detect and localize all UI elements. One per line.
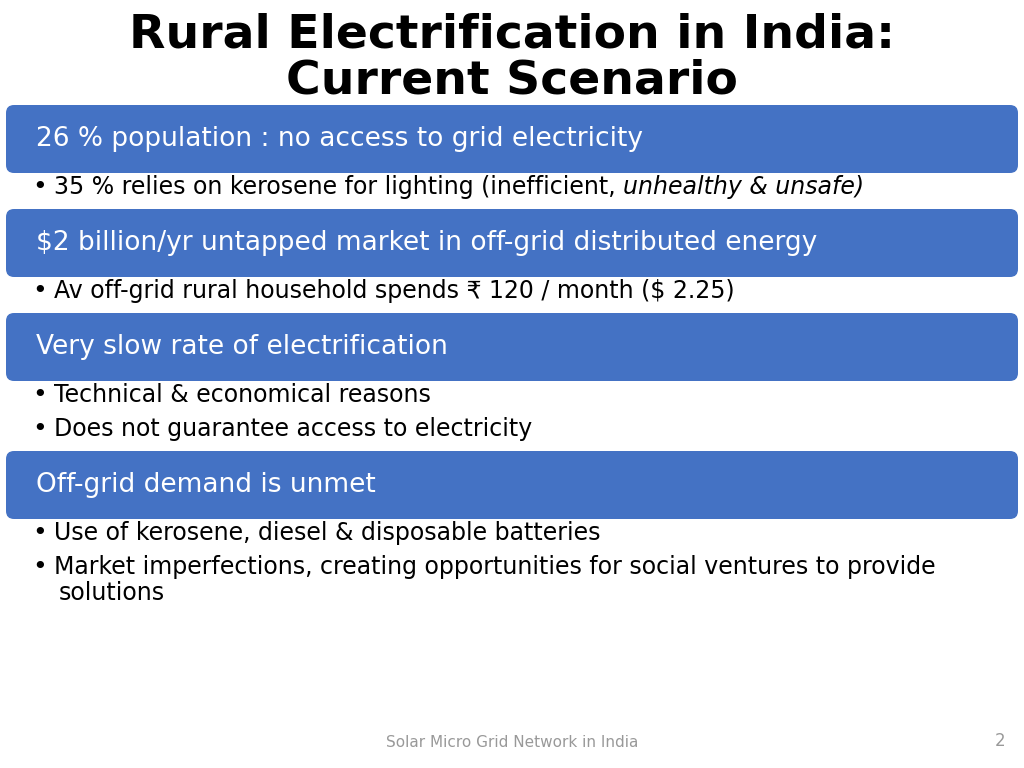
Text: Current Scenario: Current Scenario: [286, 58, 738, 103]
Text: Very slow rate of electrification: Very slow rate of electrification: [36, 334, 447, 360]
Text: •: •: [32, 417, 47, 441]
Text: Av off-grid rural household spends ₹ 120 / month ($ 2.25): Av off-grid rural household spends ₹ 120…: [54, 279, 734, 303]
Text: Solar Micro Grid Network in India: Solar Micro Grid Network in India: [386, 735, 638, 750]
Text: •: •: [32, 383, 47, 407]
Text: •: •: [32, 279, 47, 303]
Text: Market imperfections, creating opportunities for social ventures to provide: Market imperfections, creating opportuni…: [54, 555, 936, 579]
Text: •: •: [32, 175, 47, 199]
FancyBboxPatch shape: [6, 313, 1018, 381]
Text: Technical & economical reasons: Technical & economical reasons: [54, 383, 431, 407]
FancyBboxPatch shape: [6, 209, 1018, 277]
Text: 2: 2: [994, 732, 1005, 750]
Text: Off-grid demand is unmet: Off-grid demand is unmet: [36, 472, 376, 498]
Text: 26 % population : no access to grid electricity: 26 % population : no access to grid elec…: [36, 126, 643, 152]
Text: •: •: [32, 521, 47, 545]
Text: Rural Electrification in India:: Rural Electrification in India:: [129, 13, 895, 58]
Text: 35 % relies on kerosene for lighting (inefficient,: 35 % relies on kerosene for lighting (in…: [54, 175, 624, 199]
Text: solutions: solutions: [59, 581, 165, 605]
Text: unhealthy & unsafe): unhealthy & unsafe): [624, 175, 864, 199]
Text: •: •: [32, 555, 47, 579]
FancyBboxPatch shape: [6, 451, 1018, 519]
FancyBboxPatch shape: [6, 105, 1018, 173]
Text: $2 billion/yr untapped market in off-grid distributed energy: $2 billion/yr untapped market in off-gri…: [36, 230, 817, 256]
Text: Use of kerosene, diesel & disposable batteries: Use of kerosene, diesel & disposable bat…: [54, 521, 600, 545]
Text: Does not guarantee access to electricity: Does not guarantee access to electricity: [54, 417, 532, 441]
